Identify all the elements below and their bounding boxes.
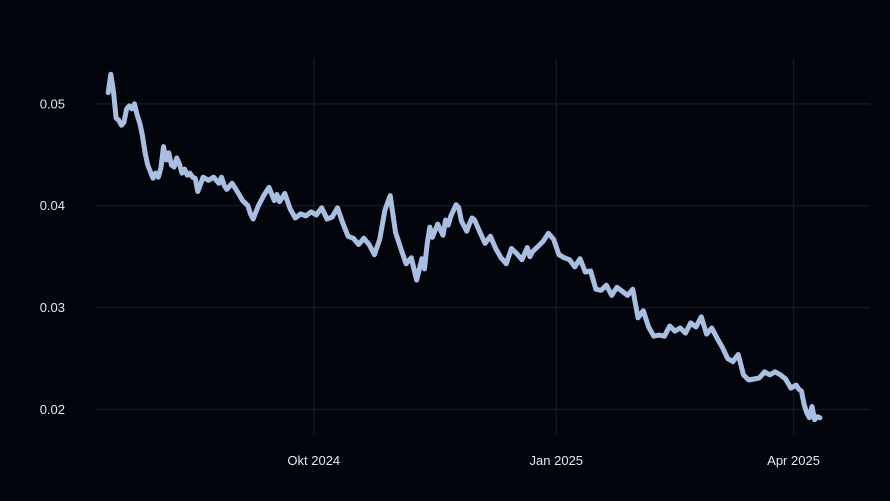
x-tick-label: Okt 2024	[287, 453, 340, 468]
series-layer	[105, 71, 823, 423]
x-tick-label: Jan 2025	[530, 453, 584, 468]
tick-labels: 0.02 0.03 0.04 0.05 Okt 2024 Jan 2025 Apr 2025	[40, 96, 820, 468]
y-tick-label: 0.05	[40, 96, 65, 111]
x-tick-label: Apr 2025	[767, 453, 820, 468]
y-tick-label: 0.03	[40, 300, 65, 315]
y-tick-label: 0.02	[40, 402, 65, 417]
series-line	[105, 71, 823, 423]
y-tick-label: 0.04	[40, 198, 65, 213]
